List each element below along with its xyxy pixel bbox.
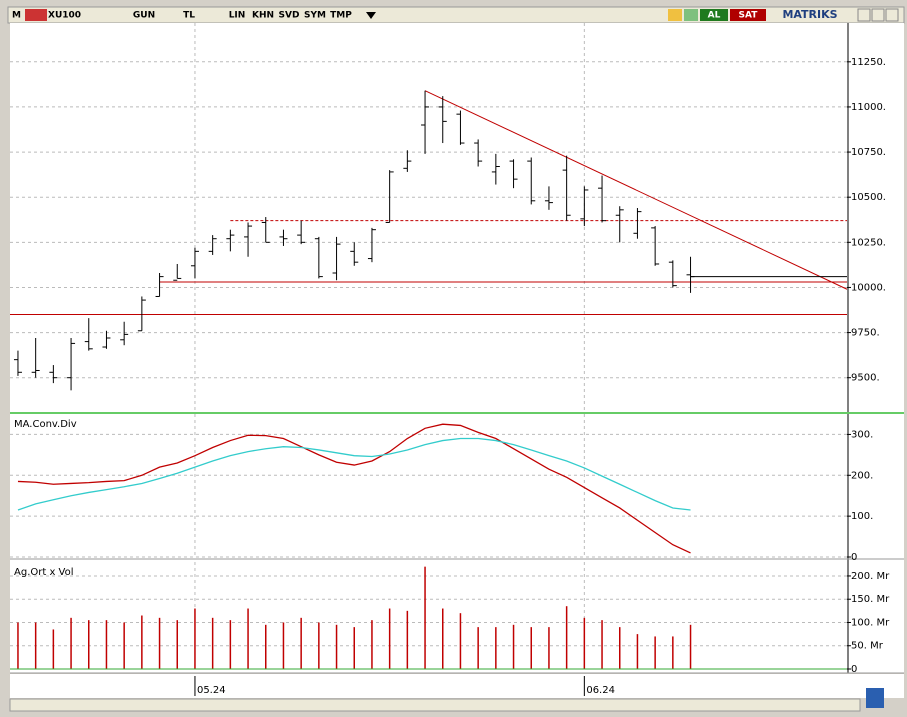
y-tick-label: 50. Mr <box>851 641 884 652</box>
logo: M <box>12 11 21 21</box>
y-tick-label: 200. <box>851 470 873 481</box>
period[interactable]: GUN <box>133 11 155 21</box>
y-tick-label: 300. <box>851 429 873 440</box>
dropdown[interactable] <box>366 12 376 19</box>
y-tick-label: 9750. <box>851 328 880 339</box>
toolbar-button[interactable]: TMP <box>330 11 352 21</box>
series-line <box>17 437 691 511</box>
y-tick-label: 150. Mr <box>851 594 890 605</box>
panel-title: MA.Conv.Div <box>14 419 77 430</box>
minimize[interactable] <box>857 8 871 22</box>
close-symbol[interactable] <box>25 9 47 21</box>
y-tick-label: 10500. <box>851 192 886 203</box>
y-tick-label: 0 <box>851 664 857 675</box>
y-tick-label: 9500. <box>851 373 880 384</box>
x-tick-label: 05.24 <box>197 685 226 696</box>
y-tick-label: 11000. <box>851 102 886 113</box>
refresh-icon[interactable] <box>684 9 698 21</box>
y-tick-label: 10000. <box>851 282 886 293</box>
y-tick-label: 10250. <box>851 237 886 248</box>
toolbar-button[interactable]: SYM <box>304 11 326 21</box>
annotation-line <box>424 90 848 290</box>
sell-label[interactable]: SAT <box>739 11 759 21</box>
toolbar-button[interactable]: SVD <box>279 11 300 21</box>
y-tick-label: 10750. <box>851 147 886 158</box>
buy-button[interactable] <box>700 9 728 21</box>
brand: MATRIKS <box>782 8 837 21</box>
symbol[interactable]: XU100 <box>48 11 81 21</box>
y-tick-label: 100. <box>851 511 873 522</box>
y-tick-label: 0 <box>851 552 857 563</box>
y-tick-label: 100. Mr <box>851 617 890 628</box>
toolbar-button[interactable]: LIN <box>229 11 246 21</box>
flash-icon[interactable] <box>668 9 682 21</box>
panel-title: Ag.Ort x Vol <box>14 567 74 578</box>
series-line <box>17 423 691 554</box>
toolbar-button[interactable]: KHN <box>252 11 274 21</box>
buy-label[interactable]: AL <box>708 11 721 21</box>
close[interactable] <box>885 8 899 22</box>
x-axis <box>10 674 904 698</box>
sync-icon[interactable] <box>866 688 884 708</box>
y-tick-label: 11250. <box>851 57 886 68</box>
x-tick-label: 06.24 <box>586 685 615 696</box>
chart-area <box>10 23 904 673</box>
scrollbar[interactable] <box>9 698 861 712</box>
y-tick-label: 200. Mr <box>851 571 890 582</box>
currency[interactable]: TL <box>183 11 195 21</box>
sell-button[interactable] <box>730 9 766 21</box>
restore[interactable] <box>871 8 885 22</box>
